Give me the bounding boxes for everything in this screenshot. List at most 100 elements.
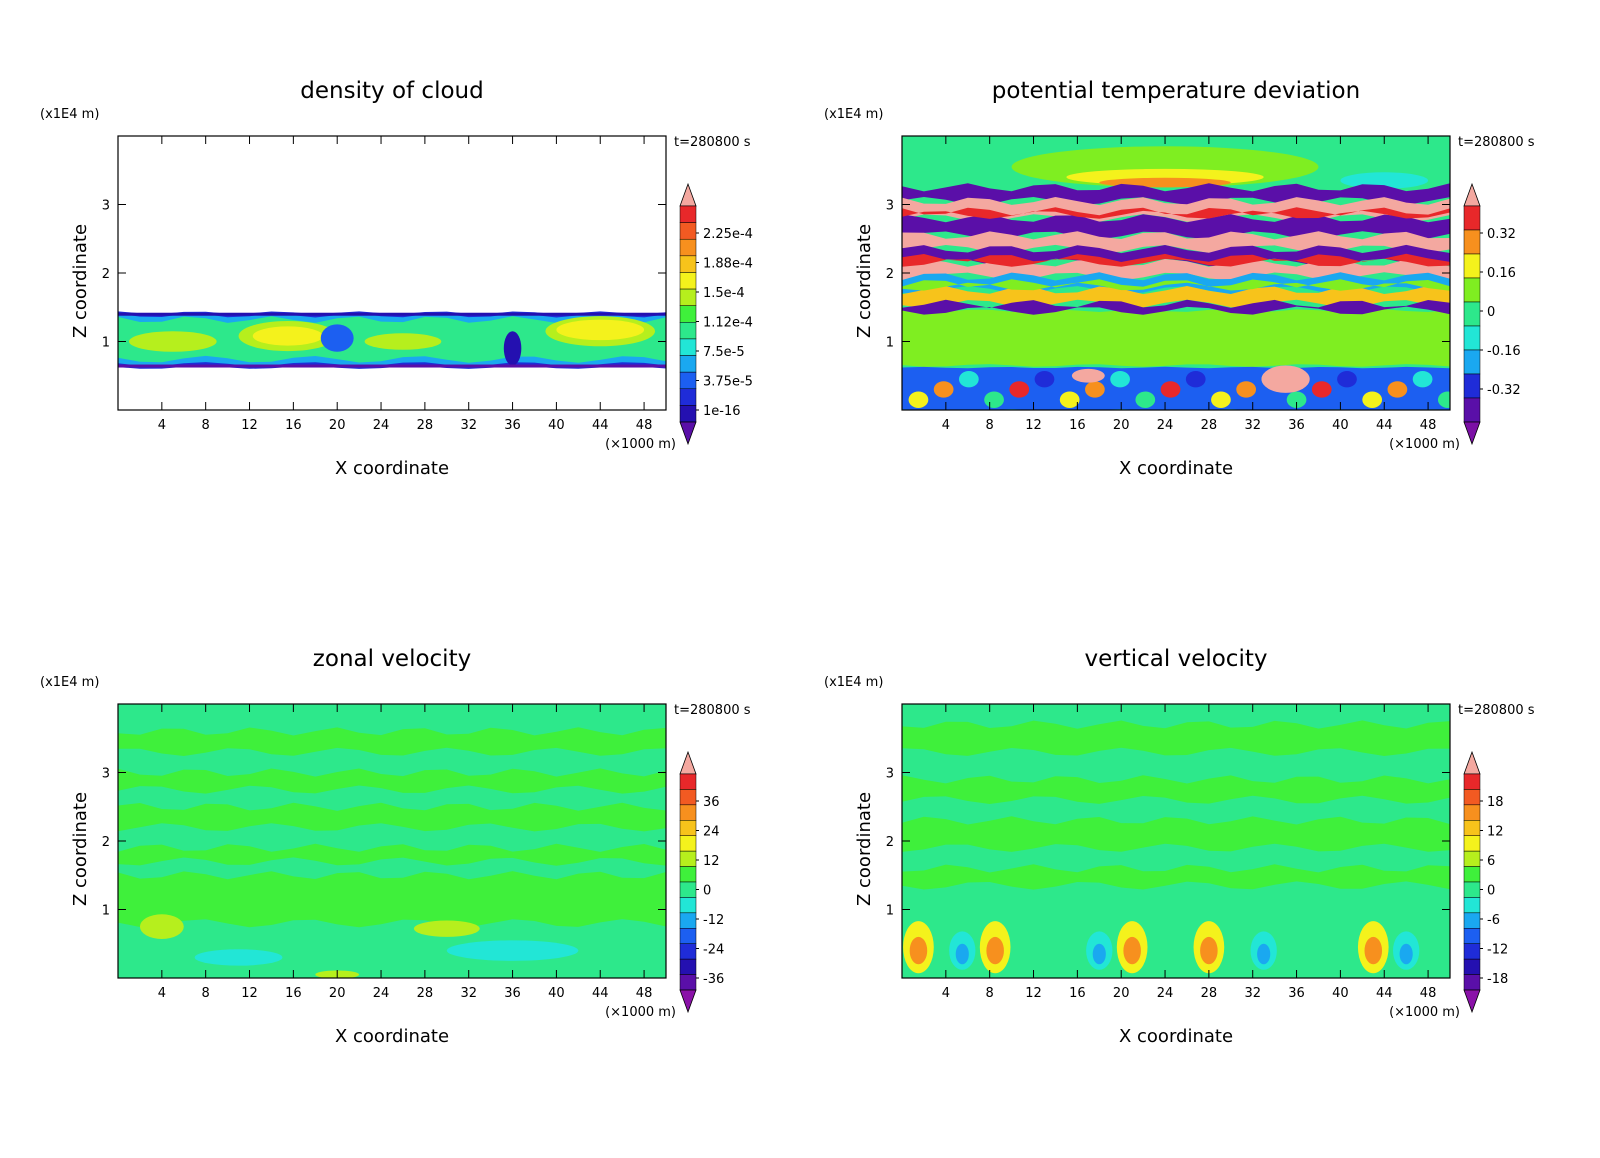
colorbar-label: 1.12e-4 bbox=[703, 316, 753, 331]
colorbar-segment bbox=[679, 897, 697, 914]
colorbar-segment bbox=[679, 974, 697, 991]
chart-panel-3: zonal velocity(x1E4 m)t=280800 s4 8 12 16 20… bbox=[40, 646, 751, 1047]
x-tick-label: 4 bbox=[158, 418, 166, 433]
x-tick-label: 16 bbox=[285, 986, 302, 1001]
colorbar-label: -18 bbox=[1487, 972, 1508, 987]
x-tick-label: 48 bbox=[1420, 418, 1437, 433]
velocity-band bbox=[902, 864, 1450, 890]
colorbar-segment bbox=[1463, 912, 1481, 929]
y-axis-label: Z coordinate bbox=[854, 224, 875, 338]
colorbar-max-triangle bbox=[679, 750, 697, 775]
y-axis-unit: (x1E4 m) bbox=[40, 107, 99, 122]
colorbar-segment bbox=[679, 371, 697, 390]
colorbar-segment bbox=[679, 388, 697, 406]
boundary-eddy bbox=[1135, 391, 1156, 408]
velocity-band bbox=[118, 871, 666, 928]
x-tick-label: 24 bbox=[1157, 418, 1174, 433]
colorbar-label: 24 bbox=[703, 825, 720, 840]
y-axis-unit: (x1E4 m) bbox=[824, 107, 883, 122]
colorbar-segment bbox=[679, 338, 697, 356]
colorbar-segment bbox=[1463, 229, 1481, 255]
colorbar-segment bbox=[1463, 881, 1481, 898]
y-tick-label: 3 bbox=[886, 767, 894, 782]
colorbar-label: -36 bbox=[703, 972, 724, 987]
x-axis-unit: (×1000 m) bbox=[605, 1005, 676, 1020]
colorbar-label: -0.32 bbox=[1487, 383, 1521, 398]
colorbar-segment bbox=[1463, 835, 1481, 852]
x-tick-label: 40 bbox=[548, 418, 565, 433]
y-axis-label: Z coordinate bbox=[70, 224, 91, 338]
theta-band bbox=[902, 253, 1450, 267]
colorbar-label: 6 bbox=[1487, 854, 1495, 869]
colorbar-segment bbox=[679, 789, 697, 806]
colorbar-label: 7.5e-5 bbox=[703, 345, 745, 360]
colorbar-segment bbox=[679, 272, 697, 290]
x-axis-label: X coordinate bbox=[335, 458, 449, 479]
y-tick-label: 1 bbox=[886, 336, 894, 351]
x-tick-label: 32 bbox=[1244, 986, 1261, 1001]
y-tick-label: 3 bbox=[102, 767, 110, 782]
colorbar-segment bbox=[679, 288, 697, 306]
boundary-eddy bbox=[1085, 381, 1105, 398]
colorbar-segment bbox=[679, 912, 697, 929]
colorbar-segment bbox=[1463, 850, 1481, 867]
x-tick-label: 28 bbox=[417, 418, 434, 433]
boundary-eddy bbox=[1387, 381, 1408, 398]
colorbar-segment bbox=[1463, 974, 1481, 991]
x-tick-label: 8 bbox=[202, 418, 210, 433]
y-tick-label: 1 bbox=[102, 336, 110, 351]
colorbar-segment bbox=[679, 928, 697, 944]
colorbar-segment bbox=[1463, 301, 1481, 327]
x-tick-label: 48 bbox=[636, 986, 653, 1001]
velocity-updraft bbox=[986, 936, 1004, 965]
colorbar-segment bbox=[679, 238, 697, 257]
boundary-eddy bbox=[958, 370, 979, 388]
chart-title: potential temperature deviation bbox=[992, 78, 1360, 104]
x-tick-label: 20 bbox=[1113, 418, 1130, 433]
x-tick-label: 12 bbox=[1025, 986, 1042, 1001]
x-tick-label: 24 bbox=[373, 986, 390, 1001]
x-tick-label: 8 bbox=[202, 986, 210, 1001]
x-tick-label: 16 bbox=[285, 418, 302, 433]
y-tick-label: 3 bbox=[102, 199, 110, 214]
y-tick-label: 3 bbox=[886, 199, 894, 214]
y-tick-label: 1 bbox=[102, 904, 110, 919]
boundary-eddy bbox=[1412, 370, 1433, 388]
y-tick-label: 2 bbox=[102, 835, 110, 850]
colorbar-segment bbox=[679, 804, 697, 821]
boundary-eddy bbox=[1034, 370, 1055, 388]
colorbar-segment bbox=[1463, 349, 1481, 375]
colorbar-segment bbox=[679, 355, 697, 373]
boundary-eddy bbox=[1437, 391, 1450, 408]
colorbar-segment bbox=[1463, 928, 1481, 944]
x-tick-label: 36 bbox=[504, 986, 521, 1001]
chart-title: zonal velocity bbox=[313, 646, 471, 672]
colorbar-label: -0.16 bbox=[1487, 344, 1521, 359]
colorbar-segment bbox=[679, 255, 697, 273]
velocity-blob bbox=[139, 914, 184, 939]
boundary-eddy bbox=[1160, 381, 1181, 398]
x-tick-label: 8 bbox=[986, 418, 994, 433]
colorbar-segment bbox=[1463, 373, 1481, 399]
colorbar-label: 3.75e-5 bbox=[703, 375, 753, 390]
colorbar-label: 0 bbox=[1487, 305, 1495, 320]
colorbar-label: 0.16 bbox=[1487, 266, 1516, 281]
colorbar-segment bbox=[679, 866, 697, 883]
x-tick-label: 12 bbox=[1025, 418, 1042, 433]
colorbar-segment bbox=[679, 305, 697, 323]
x-tick-label: 36 bbox=[1288, 986, 1305, 1001]
x-tick-label: 48 bbox=[1420, 986, 1437, 1001]
y-tick-label: 2 bbox=[886, 835, 894, 850]
colorbar-label: 18 bbox=[1487, 795, 1504, 810]
velocity-band bbox=[902, 720, 1450, 756]
x-tick-label: 4 bbox=[942, 418, 950, 433]
colorbar-segment bbox=[679, 222, 697, 240]
y-axis-unit: (x1E4 m) bbox=[824, 675, 883, 690]
colorbar-max-triangle bbox=[1463, 182, 1481, 207]
velocity-band bbox=[118, 727, 666, 756]
colorbar-segment bbox=[679, 773, 697, 790]
x-tick-label: 12 bbox=[241, 418, 258, 433]
colorbar-label: 0.32 bbox=[1487, 227, 1516, 242]
y-tick-label: 2 bbox=[102, 267, 110, 282]
